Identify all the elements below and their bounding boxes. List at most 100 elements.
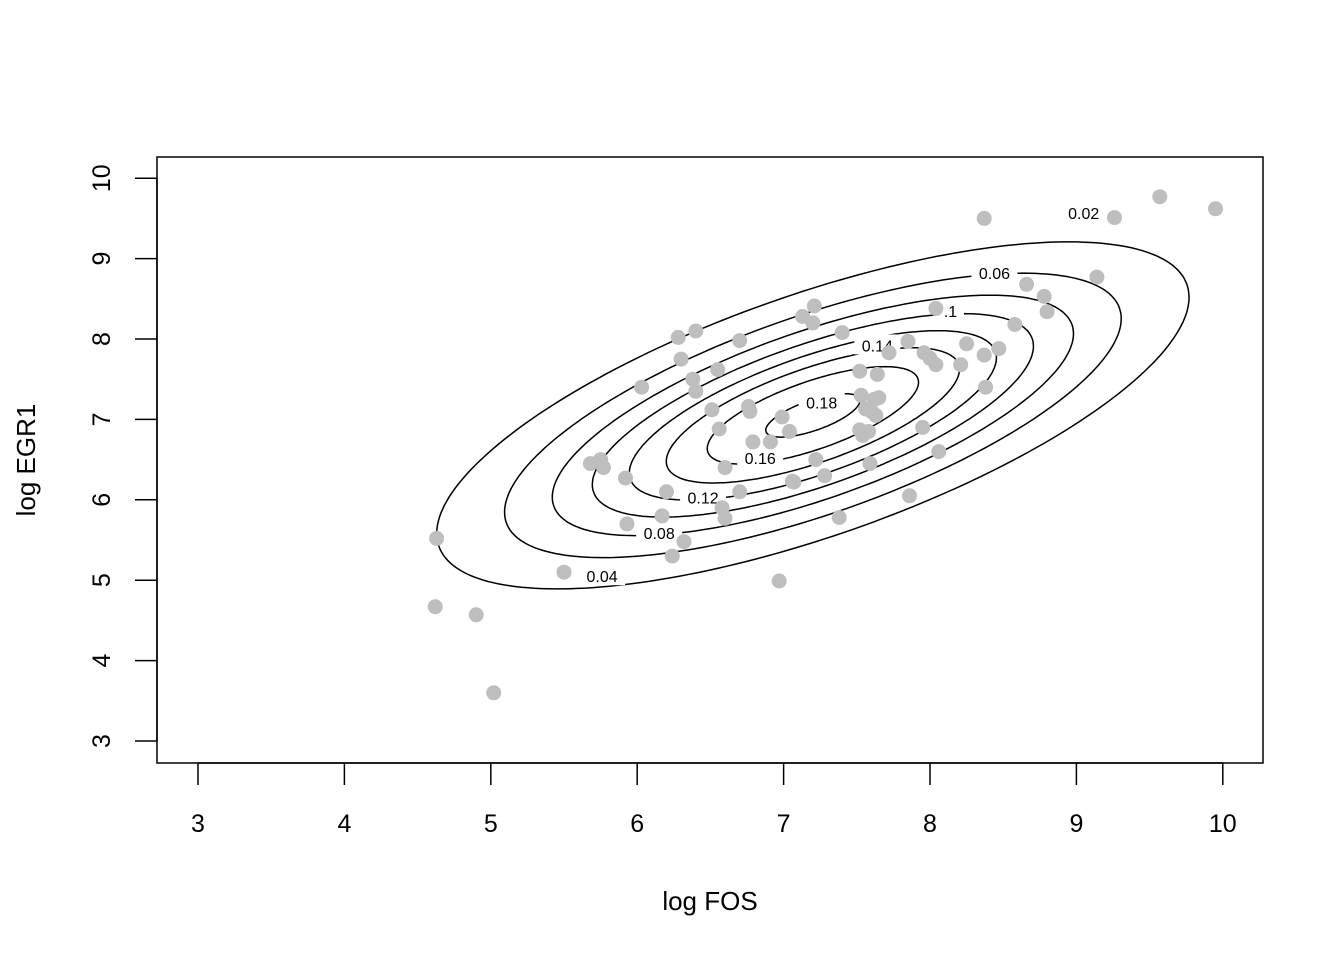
data-point — [556, 564, 572, 580]
data-point — [976, 210, 992, 226]
data-point — [596, 460, 611, 476]
data-point — [881, 345, 897, 361]
data-point — [1089, 269, 1105, 285]
density-contours: 0.020.06.10.140.180.160.120.080.04 — [435, 201, 1190, 590]
data-point — [976, 347, 992, 363]
contour-label: 0.16 — [737, 446, 784, 468]
data-point — [429, 530, 445, 546]
data-point — [915, 419, 931, 435]
contour-line — [591, 312, 1035, 518]
data-point — [634, 379, 650, 395]
contour-label-bg — [798, 391, 845, 412]
data-point — [868, 407, 884, 423]
data-point — [688, 383, 704, 399]
contour-label-bg — [636, 521, 683, 542]
contour-label-text: 0.12 — [688, 490, 719, 507]
data-point — [717, 510, 733, 526]
data-point — [862, 456, 878, 472]
x-tick-label: 9 — [1069, 810, 1083, 838]
data-point — [670, 329, 686, 345]
data-point — [486, 685, 502, 701]
contour-label: 0.04 — [579, 565, 626, 586]
data-point — [869, 366, 885, 382]
contour-label-bg — [579, 565, 626, 586]
data-point — [664, 548, 680, 564]
data-point — [745, 434, 761, 450]
data-point — [1208, 201, 1223, 217]
contour-label: 0.08 — [636, 521, 683, 543]
contour-label-text: 0.16 — [745, 451, 776, 468]
data-point — [659, 484, 674, 500]
contour-label-bg — [680, 486, 727, 507]
data-point — [717, 460, 733, 476]
contour-label: 0.06 — [971, 262, 1018, 283]
data-point — [900, 333, 916, 349]
contour-line — [551, 294, 1075, 537]
x-tick-label: 7 — [777, 810, 791, 838]
data-point — [871, 390, 887, 406]
y-axis: 3 4 5 6 7 8 9 10 — [88, 164, 158, 748]
data-point — [618, 470, 633, 486]
y-tick-label: 6 — [88, 493, 116, 507]
data-point — [931, 444, 947, 460]
contour-label-text: 0.08 — [644, 526, 675, 543]
data-point — [742, 403, 758, 419]
data-points — [427, 189, 1223, 701]
data-point — [959, 336, 975, 352]
y-tick-label: 5 — [88, 573, 116, 587]
data-point — [853, 387, 869, 403]
data-point — [831, 510, 847, 525]
data-point — [688, 323, 704, 339]
data-point — [805, 315, 821, 331]
data-point — [673, 351, 689, 367]
contour-label-bg — [936, 299, 964, 320]
data-point — [685, 371, 701, 387]
x-tick-label: 10 — [1209, 810, 1237, 838]
data-point — [1019, 276, 1035, 292]
data-point — [1152, 189, 1168, 205]
data-point — [806, 298, 822, 314]
data-point — [852, 363, 868, 379]
data-point — [1039, 304, 1055, 320]
contour-label-bg — [737, 446, 784, 467]
data-point — [654, 508, 670, 524]
plot-frame — [156, 156, 1264, 764]
data-point — [711, 421, 727, 437]
data-point — [1036, 288, 1052, 304]
data-point — [619, 516, 635, 532]
data-point — [817, 468, 833, 484]
contour-line — [435, 241, 1190, 590]
data-point — [928, 357, 944, 373]
data-point — [991, 341, 1007, 357]
contour-line — [665, 347, 961, 484]
y-tick-label: 9 — [88, 252, 116, 266]
data-point — [710, 362, 726, 378]
data-point — [1107, 210, 1122, 226]
x-tick-label: 4 — [337, 810, 351, 838]
contour-label-text: .1 — [944, 304, 957, 321]
data-point — [771, 573, 787, 589]
data-point — [427, 599, 443, 615]
contour-line — [503, 272, 1122, 559]
contour-label: 0.12 — [680, 486, 727, 507]
x-axis: 3 4 5 6 7 8 9 10 — [191, 762, 1237, 838]
data-point — [468, 607, 484, 623]
contour-label-bg — [971, 262, 1018, 283]
data-point — [953, 357, 969, 373]
data-point — [1007, 317, 1023, 332]
x-axis-label: log FOS — [662, 886, 757, 916]
data-point — [676, 534, 692, 550]
x-tick-label: 8 — [923, 810, 937, 838]
contour-label-text: 0.04 — [586, 569, 617, 586]
contour-label: .1 — [936, 299, 964, 321]
y-tick-label: 3 — [88, 734, 116, 748]
contour-label: 0.02 — [1060, 201, 1107, 223]
data-point — [732, 333, 748, 349]
contour-label: 0.18 — [798, 391, 845, 413]
y-tick-label: 8 — [88, 332, 116, 346]
data-point — [786, 474, 802, 490]
contour-label-text: 0.02 — [1068, 206, 1099, 223]
data-point — [774, 409, 790, 425]
data-point — [732, 484, 748, 500]
